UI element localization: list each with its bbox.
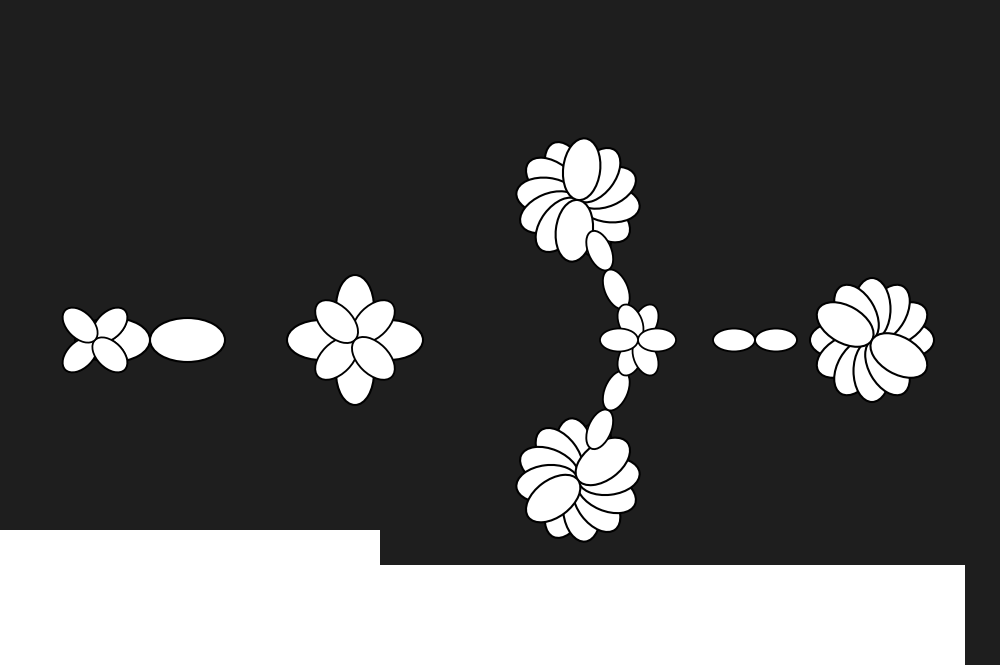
Ellipse shape <box>556 200 593 261</box>
Ellipse shape <box>872 321 934 358</box>
Ellipse shape <box>92 308 127 342</box>
Ellipse shape <box>810 321 872 358</box>
Ellipse shape <box>150 318 225 362</box>
Ellipse shape <box>92 337 127 372</box>
Ellipse shape <box>352 337 395 380</box>
Ellipse shape <box>63 337 98 372</box>
Ellipse shape <box>355 320 423 360</box>
Ellipse shape <box>755 329 797 352</box>
Ellipse shape <box>336 340 374 405</box>
Ellipse shape <box>870 302 927 346</box>
Ellipse shape <box>315 337 358 380</box>
Ellipse shape <box>576 438 630 485</box>
Ellipse shape <box>834 285 879 342</box>
Ellipse shape <box>545 142 587 201</box>
Ellipse shape <box>834 338 879 395</box>
Ellipse shape <box>578 185 640 222</box>
Ellipse shape <box>569 199 611 258</box>
Ellipse shape <box>315 300 358 343</box>
Ellipse shape <box>563 138 600 200</box>
Bar <box>0 530 380 665</box>
Ellipse shape <box>75 318 150 362</box>
Ellipse shape <box>520 447 579 489</box>
Ellipse shape <box>586 231 613 271</box>
Ellipse shape <box>577 471 636 513</box>
Ellipse shape <box>352 300 395 343</box>
Ellipse shape <box>573 148 620 202</box>
Ellipse shape <box>573 477 620 532</box>
Ellipse shape <box>713 329 755 352</box>
Bar <box>380 565 965 665</box>
Ellipse shape <box>92 337 127 372</box>
Ellipse shape <box>63 337 98 372</box>
Ellipse shape <box>545 479 587 538</box>
Ellipse shape <box>865 285 910 342</box>
Ellipse shape <box>336 275 374 340</box>
Ellipse shape <box>865 338 910 395</box>
Ellipse shape <box>520 192 579 233</box>
Ellipse shape <box>618 305 643 340</box>
Ellipse shape <box>603 371 630 410</box>
Ellipse shape <box>536 198 583 252</box>
Ellipse shape <box>817 302 874 346</box>
Ellipse shape <box>600 329 638 352</box>
Ellipse shape <box>516 465 578 502</box>
Ellipse shape <box>618 339 643 376</box>
Ellipse shape <box>92 308 127 342</box>
Ellipse shape <box>526 158 580 205</box>
Ellipse shape <box>556 418 593 480</box>
Ellipse shape <box>817 333 874 378</box>
Ellipse shape <box>633 339 658 376</box>
Ellipse shape <box>576 195 630 242</box>
Ellipse shape <box>854 340 891 402</box>
Ellipse shape <box>578 458 640 495</box>
Ellipse shape <box>577 167 636 209</box>
Ellipse shape <box>854 278 891 340</box>
Ellipse shape <box>633 305 658 340</box>
Ellipse shape <box>63 308 98 342</box>
Ellipse shape <box>870 333 927 378</box>
Ellipse shape <box>563 480 600 541</box>
Ellipse shape <box>638 329 676 352</box>
Ellipse shape <box>586 410 613 449</box>
Ellipse shape <box>603 269 630 309</box>
Ellipse shape <box>287 320 355 360</box>
Ellipse shape <box>536 428 583 482</box>
Ellipse shape <box>516 178 578 215</box>
Ellipse shape <box>63 308 98 342</box>
Ellipse shape <box>526 475 580 522</box>
Ellipse shape <box>569 422 611 481</box>
